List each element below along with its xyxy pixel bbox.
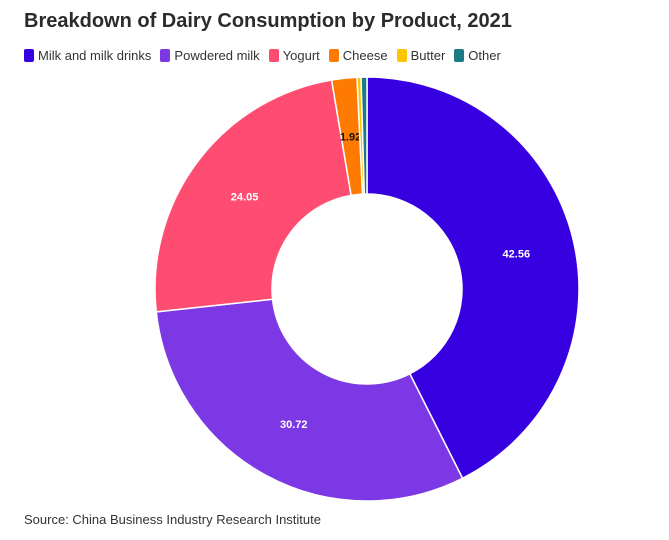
- legend-item-yogurt[interactable]: Yogurt: [268, 48, 320, 63]
- legend-item-cheese[interactable]: Cheese: [328, 48, 388, 63]
- donut-slice-5[interactable]: [360, 76, 368, 195]
- legend-item-other[interactable]: Other: [454, 48, 501, 63]
- legend-swatch: [24, 49, 34, 62]
- donut-slice-1[interactable]: [155, 298, 464, 502]
- data-label-3: 1.92: [340, 131, 361, 143]
- legend-label: Other: [468, 48, 501, 63]
- legend-label: Yogurt: [282, 48, 320, 63]
- legend-swatch: [160, 49, 171, 62]
- legend-item-milk[interactable]: Milk and milk drinks: [24, 48, 151, 63]
- legend-item-powdered-milk[interactable]: Powdered milk: [160, 48, 260, 63]
- legend-swatch: [396, 49, 407, 62]
- legend: Milk and milk drinks Powdered milk Yogur…: [24, 48, 501, 63]
- legend-label: Powdered milk: [174, 48, 260, 63]
- legend-swatch: [328, 49, 339, 62]
- legend-item-butter[interactable]: Butter: [396, 48, 446, 63]
- legend-swatch: [268, 49, 279, 62]
- donut-slice-0[interactable]: [366, 76, 580, 480]
- chart-title: Breakdown of Dairy Consumption by Produc…: [24, 10, 512, 32]
- legend-swatch: [454, 49, 465, 62]
- data-label-2: 24.05: [231, 191, 259, 203]
- source-note: Source: China Business Industry Research…: [24, 512, 321, 527]
- legend-label: Cheese: [342, 48, 388, 63]
- legend-label: Milk and milk drinks: [38, 48, 152, 63]
- donut-slice-2[interactable]: [154, 79, 353, 313]
- data-label-1: 30.72: [280, 419, 308, 431]
- data-label-0: 42.56: [503, 248, 531, 260]
- legend-label: Butter: [410, 48, 446, 63]
